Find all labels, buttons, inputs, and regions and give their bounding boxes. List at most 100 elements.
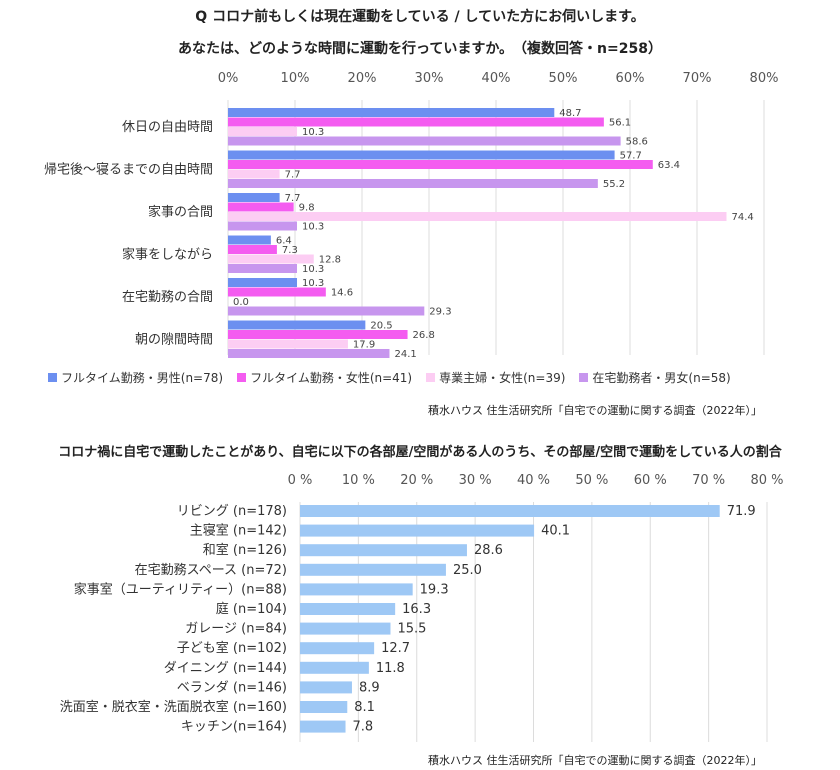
chart2-data-label: 8.9 (359, 680, 380, 695)
chart1-legend-swatch (48, 373, 57, 382)
chart2-category-label: 庭 (n=104) (216, 601, 287, 617)
chart2-data-label: 15.5 (397, 622, 426, 637)
chart2-category-label: 家事室（ユーティリティー）(n=88) (74, 581, 287, 597)
chart1-legend-label: フルタイム勤務・男性(n=78) (61, 371, 224, 385)
chart2-data-label: 19.3 (420, 582, 449, 597)
chart2-bar (300, 505, 720, 517)
chart1-data-label: 7.7 (285, 193, 301, 204)
chart1-title: Q コロナ前もしくは現在運動をしている / していた方にお伺いします。 (195, 9, 645, 25)
chart2-data-label: 8.1 (354, 700, 375, 715)
chart1-data-label: 63.4 (658, 160, 680, 171)
chart2-category-label: 洗面室・脱衣室・洗面脱衣室 (n=160) (60, 699, 287, 715)
chart1-data-label: 10.3 (302, 264, 324, 275)
chart1-category-label: 帰宅後～寝るまでの自由時間 (44, 162, 213, 178)
chart1-data-label: 9.8 (299, 203, 315, 214)
chart1-legend-item: フルタイム勤務・女性(n=41) (237, 369, 412, 386)
chart2-data-label: 7.8 (353, 720, 374, 735)
chart1-data-label: 20.5 (370, 321, 392, 332)
chart1-legend-swatch (237, 373, 247, 382)
chart1-bar (228, 349, 390, 358)
chart1-bar (228, 136, 621, 146)
chart1-tick-label: 60% (616, 71, 645, 86)
chart2-source: 積水ハウス 住生活研究所「自宅での運動に関する調査（2022年）」 (428, 754, 762, 767)
chart1-bar (228, 287, 326, 297)
chart2-tick-label: 60 % (634, 473, 667, 488)
chart1-bar (228, 221, 298, 231)
chart2-bar (300, 583, 413, 596)
chart1-bar (228, 306, 425, 316)
chart1-data-label: 7.7 (285, 170, 301, 181)
chart1-data-label: 6.4 (276, 236, 292, 247)
chart1-data-label: 55.2 (603, 179, 625, 190)
chart2-category-label: 子ども室 (n=102) (177, 640, 287, 656)
chart1-tick-label: 80% (750, 71, 779, 86)
chart1-subtitle: あなたは、どのような時間に運動を行っていますか。 （複数回答・n=258） (178, 41, 662, 57)
chart1-data-label: 56.1 (609, 118, 631, 129)
chart2-category-label: ベランダ (n=146) (177, 680, 287, 695)
chart1-category-label: 休日の自由時間 (122, 120, 213, 135)
chart2-bar (300, 681, 352, 694)
chart1-tick-label: 50% (549, 71, 578, 86)
chart1-data-label: 10.3 (302, 222, 324, 233)
chart1-legend: フルタイム勤務・男性(n=78) フルタイム勤務・女性(n=41) 専業主婦・女性(… (48, 369, 745, 386)
chart2-tick-label: 20 % (400, 473, 433, 488)
chart1-tick-label: 30% (415, 71, 444, 86)
chart1-bar (228, 235, 271, 245)
chart1-bar (228, 150, 615, 160)
chart1-data-label: 10.3 (302, 127, 324, 138)
chart2-data-label: 40.1 (541, 524, 570, 539)
chart1-category-label: 家事をしながら (122, 247, 213, 263)
chart2-tick-label: 10 % (342, 473, 375, 488)
chart2-bar (300, 603, 396, 615)
chart1-bar (228, 202, 294, 212)
chart1-legend-item: 専業主婦・女性(n=39) (426, 369, 565, 386)
chart1-tick-label: 20% (348, 71, 377, 86)
chart2-bar (300, 622, 391, 635)
chart1-bar (228, 254, 314, 264)
chart1-bar (228, 264, 298, 273)
chart1-tick-label: 10% (281, 71, 310, 86)
chart1-legend-item: 在宅勤務者・男女(n=58) (579, 369, 731, 386)
chart1-bar (228, 108, 555, 117)
chart1-data-label: 24.1 (394, 349, 416, 360)
chart2-tick-label: 80 % (750, 473, 783, 488)
chart2-title: コロナ禍に自宅で運動したことがあり、自宅に以下の各部屋/空間がある人のうち、その… (58, 445, 782, 460)
chart2-bar (300, 720, 346, 733)
chart1-bar (228, 193, 280, 202)
chart2-category-label: 在宅勤務スペース (n=72) (135, 563, 287, 578)
chart2-category-label: キッチン(n=164) (181, 720, 287, 735)
chart2-data-label: 11.8 (376, 661, 405, 676)
chart1-category-label: 在宅勤務の合間 (122, 290, 213, 305)
chart2-tick-label: 0 % (288, 473, 313, 488)
chart1-bar (228, 320, 366, 330)
chart1-data-label: 12.8 (319, 255, 341, 266)
chart1-legend-item: フルタイム勤務・男性(n=78) (48, 369, 223, 386)
chart1-data-label: 74.4 (731, 212, 753, 223)
chart1-bar (228, 117, 604, 127)
chart1-plot: 0% 10% 20% 30% 40% 50% 60% 70% 80% 休日の自由時間 48.7 56.… (44, 71, 779, 360)
chart2-bar (300, 524, 535, 537)
chart2-tick-label: 70 % (692, 473, 725, 488)
chart2-category-label: 主寝室 (n=142) (190, 523, 287, 539)
chart2-tick-label: 30 % (459, 473, 492, 488)
chart2-bar (300, 661, 369, 674)
chart1-bar (228, 169, 280, 179)
chart1-tick-label: 70% (683, 71, 712, 86)
chart1-data-label: 0.0 (233, 297, 249, 308)
chart2-bar (300, 544, 467, 557)
chart1-data-label: 10.3 (302, 278, 324, 289)
chart1-bar (228, 212, 727, 221)
chart1-data-label: 57.7 (620, 151, 642, 162)
chart2-data-label: 28.6 (474, 543, 503, 558)
chart1-bar (228, 127, 298, 136)
chart1-legend-label: 在宅勤務者・男女(n=58) (592, 371, 731, 385)
chart1-bar (228, 330, 408, 339)
chart1-source: 積水ハウス 住生活研究所「自宅での運動に関する調査（2022年）」 (428, 404, 762, 417)
chart1-data-label: 7.3 (282, 245, 298, 256)
chart1-bar (228, 245, 277, 254)
chart1-category-label: 家事の合間 (148, 204, 213, 220)
chart1-legend-label: 専業主婦・女性(n=39) (439, 371, 566, 385)
chart2-category-label: ダイニング (n=144) (164, 661, 287, 676)
chart1-tick-label: 40% (482, 71, 511, 86)
chart1-data-label: 29.3 (429, 307, 451, 318)
